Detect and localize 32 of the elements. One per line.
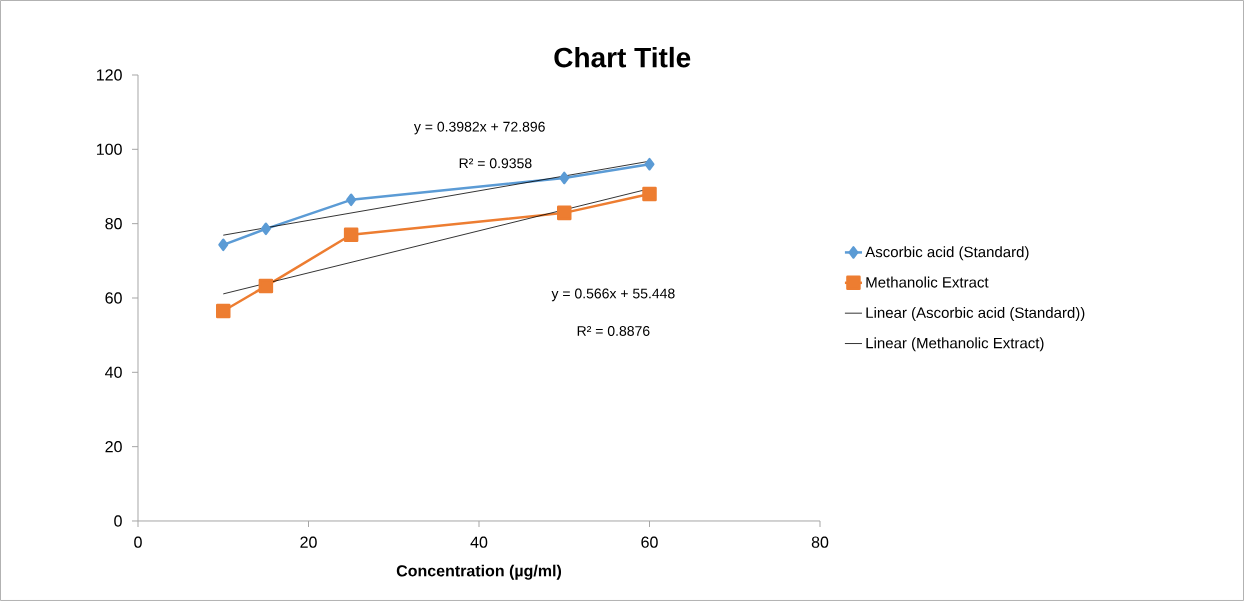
y-tick-label: 20 [105,440,122,453]
point [343,227,359,243]
legend-label: Linear (Ascorbic acid (Standard)) [866,306,1085,321]
y-tick-label: 80 [105,218,122,230]
x-tick-label: 60 [641,536,658,548]
annotation: R² = 0.8876 [577,326,650,336]
point [559,171,570,185]
x-tick-label: 0 [134,536,142,548]
annotation: y = 0.3982x + 72.896 [413,121,545,135]
point [260,222,271,236]
y-tick-label: 60 [105,292,122,304]
point [218,238,229,252]
x-tick-label: 80 [811,536,829,548]
legend-label: Linear (Methanolic Extract) [866,337,1044,352]
point [216,303,231,319]
point [346,193,357,207]
y-tick-label: 100 [97,143,122,155]
x-tick-label: 20 [300,536,317,548]
point [557,205,572,221]
legend-label: Ascorbic acid (Standard) [865,246,1029,261]
annotation: R² = 0.9358 [459,158,532,169]
point [644,157,655,171]
y-tick-label: 40 [105,366,122,378]
x-axis-title: Concentration (µg/ml) [396,564,562,580]
y-tick-label: 0 [114,515,122,527]
annotation: y = 0.566x + 55.448 [551,288,675,302]
point [258,278,274,294]
chart-title: Chart Title [554,46,691,68]
point [642,186,657,202]
legend-label: Methanolic Extract [866,276,989,288]
x-tick-label: 40 [470,536,488,548]
y-tick-label: 120 [97,69,122,81]
